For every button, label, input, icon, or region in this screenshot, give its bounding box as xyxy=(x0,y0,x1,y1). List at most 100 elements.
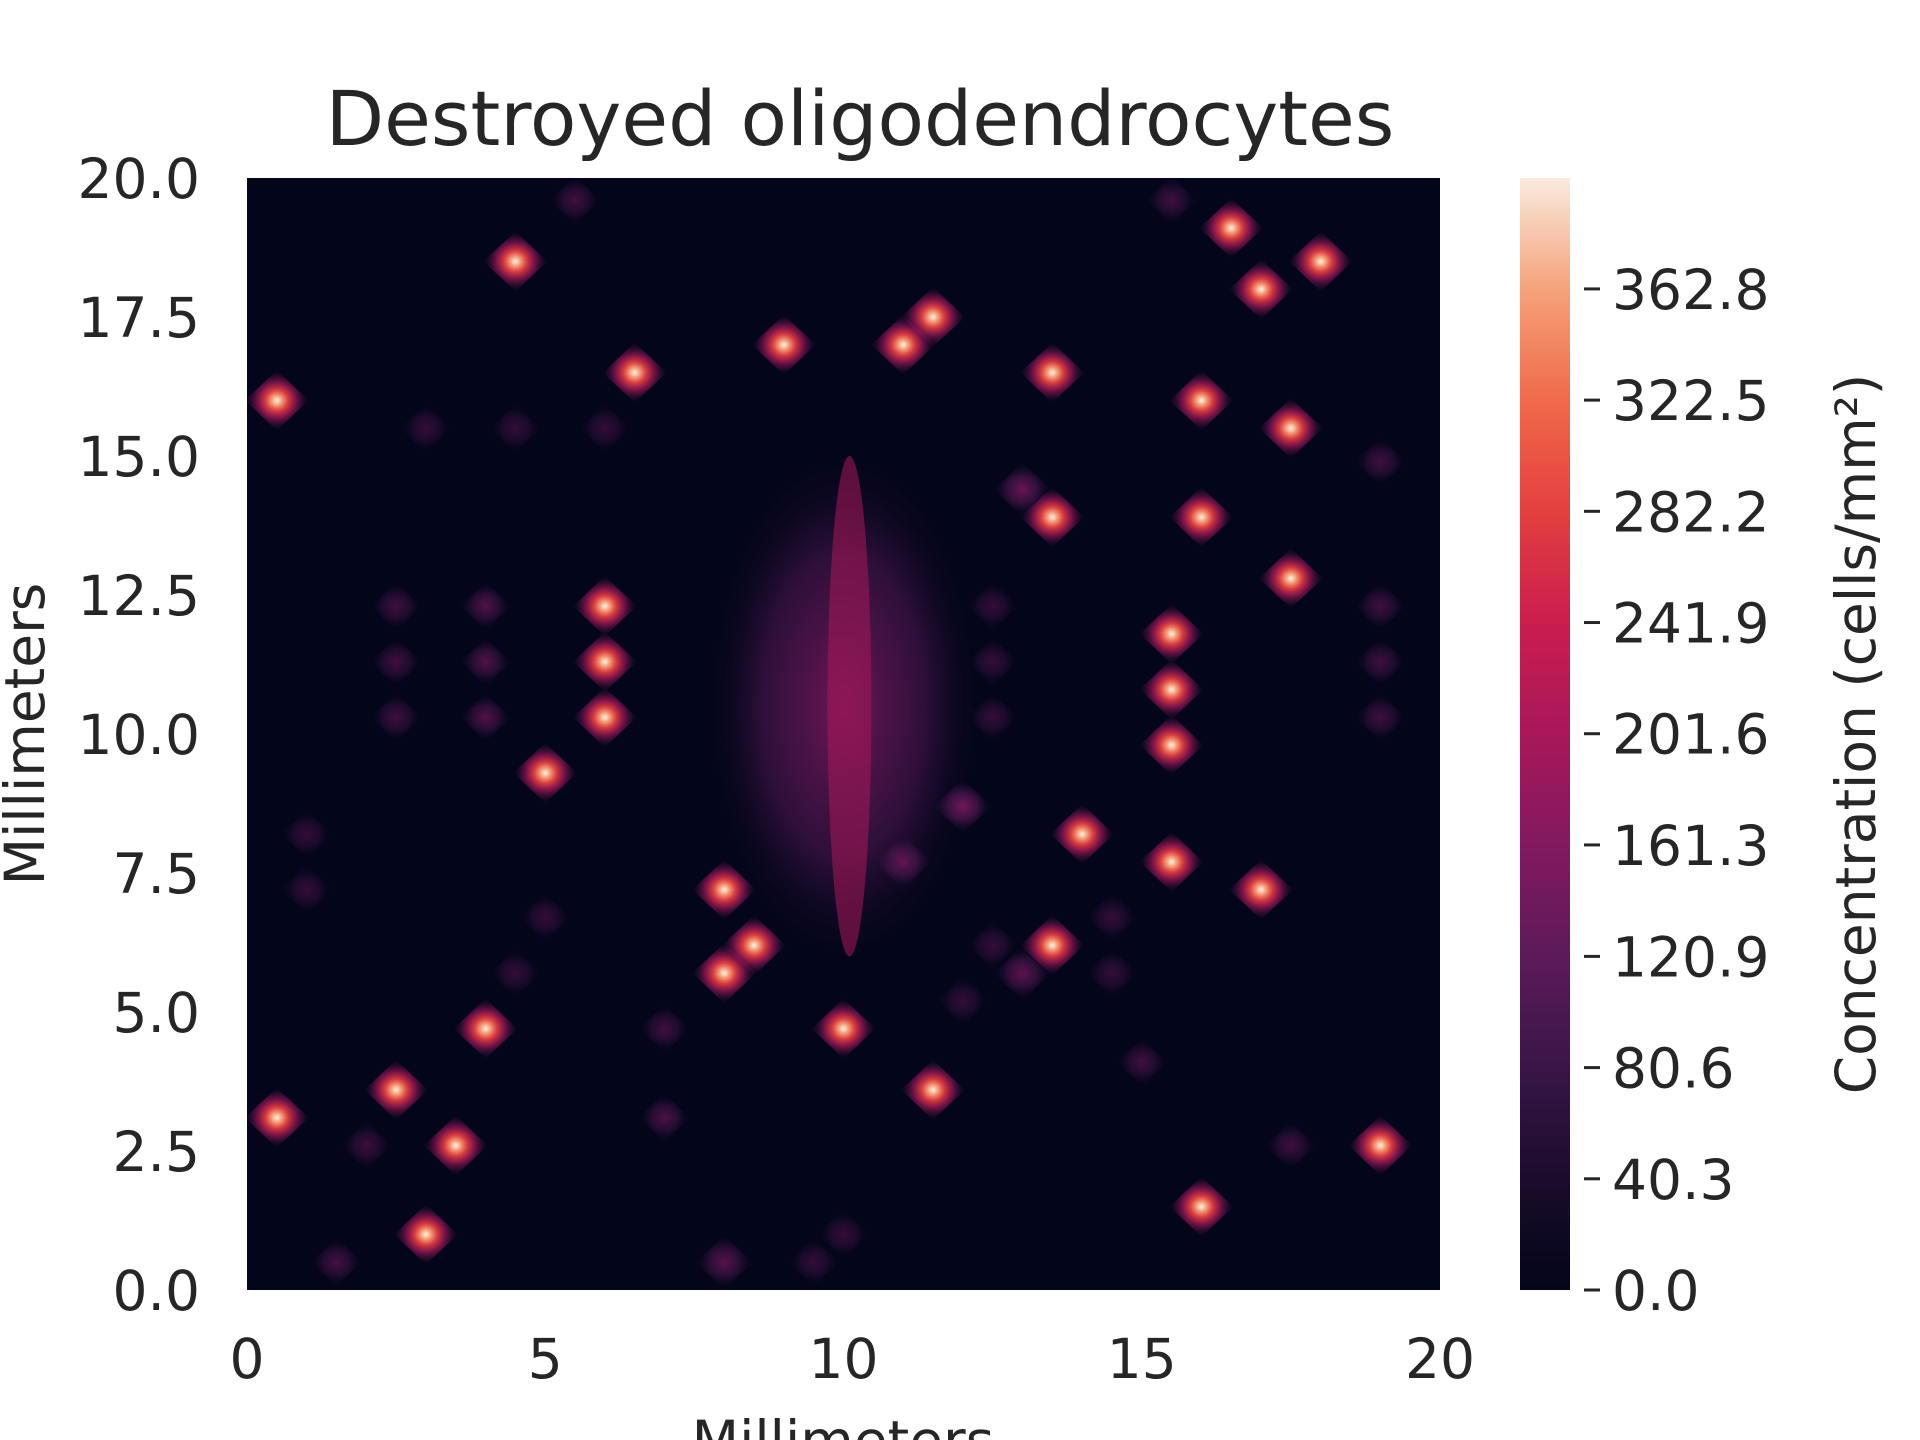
hotspot-7 xyxy=(370,582,422,631)
hotspot-75 xyxy=(817,1210,870,1259)
colorbar xyxy=(1520,178,1570,1290)
hotspot-33 xyxy=(695,1235,753,1290)
hotspot-24 xyxy=(572,576,637,637)
hotspot-72 xyxy=(1354,637,1406,686)
hotspot-9 xyxy=(370,693,422,742)
x-tick-label-2: 10 xyxy=(809,1327,879,1391)
x-tick-label-1: 5 xyxy=(528,1327,563,1391)
hotspot-3 xyxy=(281,865,333,914)
y-tick-label-0: 0.0 xyxy=(113,1259,200,1323)
hotspot-18 xyxy=(489,404,542,453)
x-tick-label-3: 15 xyxy=(1107,1327,1177,1391)
x-tick-label-4: 20 xyxy=(1405,1327,1475,1391)
hotspot-34 xyxy=(751,314,816,375)
hotspot-54 xyxy=(1116,1038,1168,1087)
hotspot-65 xyxy=(1229,859,1294,920)
y-tick-label-3: 7.5 xyxy=(113,842,200,906)
y-tick-label-5: 12.5 xyxy=(78,564,200,628)
x-axis-ticks: 0 5 10 15 20 xyxy=(230,1327,1476,1391)
colorbar-ticks: 0.0 40.3 80.6 120.9 161.3 201.6 241.9 282.2 322.… xyxy=(1584,258,1769,1323)
hotspot-57 xyxy=(1139,659,1204,720)
hotspot-44 xyxy=(967,693,1019,742)
hotspot-43 xyxy=(967,637,1019,686)
hotspot-61 xyxy=(1169,487,1234,548)
hotspot-19 xyxy=(489,949,542,998)
hotspot-26 xyxy=(572,687,637,748)
hotspot-51 xyxy=(1050,804,1115,865)
hotspot-10 xyxy=(393,1204,458,1265)
hotspot-28 xyxy=(638,1004,691,1053)
hotspot-8 xyxy=(370,637,422,686)
hotspot-4 xyxy=(310,1238,363,1287)
hotspot-71 xyxy=(1354,582,1406,631)
x-tick-label-0: 0 xyxy=(230,1327,265,1391)
x-axis-label: Millimeters xyxy=(692,1409,995,1440)
hotspot-50 xyxy=(1020,915,1085,976)
hotspot-6 xyxy=(364,1059,429,1120)
colorbar-tick-label-1: 40.3 xyxy=(1612,1148,1734,1212)
hotspot-69 xyxy=(1288,231,1353,292)
hotspot-60 xyxy=(1169,370,1234,431)
hotspot-27 xyxy=(602,342,667,403)
hotspot-55 xyxy=(1145,178,1198,225)
hotspot-39 xyxy=(900,1059,965,1120)
hotspot-23 xyxy=(579,404,631,453)
colorbar-label: Concentration (cells/mm²) xyxy=(1824,374,1888,1095)
hotspot-45 xyxy=(967,921,1019,970)
hotspot-38 xyxy=(874,834,932,889)
hotspot-30 xyxy=(692,859,757,920)
hotspot-13 xyxy=(453,998,518,1059)
y-tick-label-6: 15.0 xyxy=(78,425,200,489)
diffuse-core xyxy=(827,456,872,957)
colorbar-tick-label-6: 241.9 xyxy=(1612,592,1769,656)
hotspot-73 xyxy=(1354,693,1406,742)
hotspot-14 xyxy=(460,582,512,631)
y-axis-ticks: 0.0 2.5 5.0 7.5 10.0 12.5 15.0 17.5 20.0 xyxy=(78,147,200,1323)
hotspot-20 xyxy=(513,742,578,803)
hotspot-67 xyxy=(1258,548,1323,609)
colorbar-tick-label-4: 161.3 xyxy=(1612,814,1769,878)
hotspot-17 xyxy=(483,231,548,292)
hotspot-0 xyxy=(247,1087,309,1148)
y-tick-label-4: 10.0 xyxy=(78,703,200,767)
colorbar-tick-label-5: 201.6 xyxy=(1612,703,1769,767)
y-tick-label-8: 20.0 xyxy=(78,147,200,211)
hotspot-63 xyxy=(1199,198,1264,259)
hotspot-41 xyxy=(937,976,989,1025)
hotspot-58 xyxy=(1139,715,1204,776)
hotspot-35 xyxy=(811,998,876,1059)
hotspot-40 xyxy=(934,779,992,834)
y-axis-label: Millimeters xyxy=(0,583,57,886)
hotspot-52 xyxy=(1086,893,1138,942)
hotspot-53 xyxy=(1086,949,1138,998)
hotspot-64 xyxy=(1229,259,1294,320)
heatmap-layer xyxy=(247,178,1413,1290)
y-tick-label-1: 2.5 xyxy=(113,1120,200,1184)
hotspot-32 xyxy=(722,915,787,976)
hotspot-22 xyxy=(549,178,601,225)
y-tick-label-7: 17.5 xyxy=(78,286,200,350)
colorbar-tick-label-9: 362.8 xyxy=(1612,258,1769,322)
colorbar-tick-label-3: 120.9 xyxy=(1612,925,1769,989)
hotspot-1 xyxy=(247,370,309,431)
hotspot-11 xyxy=(400,404,452,453)
hotspot-68 xyxy=(1265,1121,1317,1170)
hotspot-66 xyxy=(1258,398,1323,459)
hotspot-25 xyxy=(572,631,637,692)
hotspot-59 xyxy=(1139,831,1204,892)
hotspot-56 xyxy=(1139,603,1204,664)
hotspot-16 xyxy=(460,693,512,742)
hotspot-49 xyxy=(1020,342,1085,403)
hotspot-2 xyxy=(281,810,333,859)
colorbar-tick-label-8: 322.5 xyxy=(1612,369,1769,433)
hotspot-74 xyxy=(1348,1115,1413,1176)
hotspot-76 xyxy=(788,1238,840,1287)
y-tick-label-2: 5.0 xyxy=(113,981,200,1045)
colorbar-tick-label-7: 282.2 xyxy=(1612,480,1769,544)
hotspot-12 xyxy=(423,1115,488,1176)
colorbar-tick-label-2: 80.6 xyxy=(1612,1037,1734,1101)
hotspot-29 xyxy=(638,1093,691,1142)
hotspot-42 xyxy=(967,582,1019,631)
hotspot-5 xyxy=(340,1121,392,1170)
